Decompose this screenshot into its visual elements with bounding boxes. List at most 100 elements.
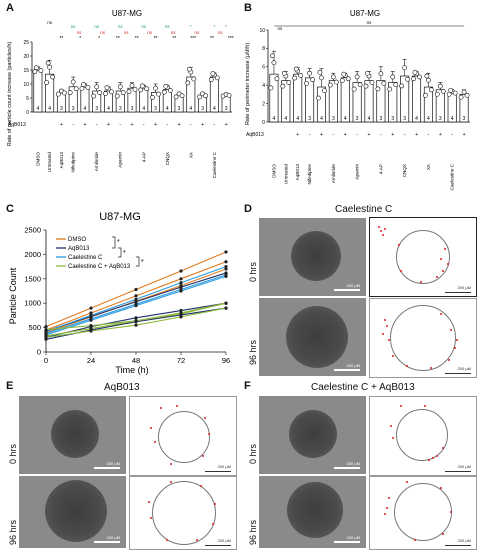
series-point: [89, 313, 93, 317]
data-point: [322, 88, 327, 94]
category-label: 4-AP: [378, 164, 383, 174]
n-label: 3: [95, 106, 98, 112]
legend-sig-2: *: [123, 250, 126, 257]
treatment-sign: +: [320, 132, 323, 138]
n-label: 3: [201, 106, 204, 112]
panel-e-outline-scale-96h: 200 µM: [217, 538, 231, 543]
legend-dmso: DMSO: [68, 237, 86, 243]
y-tick-label: 25: [23, 40, 29, 46]
panel-a-title: U87-MG: [112, 9, 142, 18]
panel-b-title: U87-MG: [350, 9, 380, 18]
data-point: [429, 87, 434, 93]
data-point: [70, 79, 76, 85]
data-point: [153, 85, 158, 91]
data-point: [173, 94, 179, 100]
data-point: [286, 80, 292, 85]
category-label: DMSO: [35, 152, 40, 166]
data-point: [185, 80, 191, 86]
panel-f-outline-96h: 200 µM: [369, 476, 477, 550]
panel-e-row-0: 0 hrs: [8, 443, 18, 464]
data-point: [307, 70, 312, 76]
data-point: [310, 77, 315, 83]
series-point: [134, 304, 138, 308]
y-tick-label: 0: [26, 110, 29, 116]
panel-f-micrograph-96h: 200 µM: [259, 476, 366, 548]
data-point: [281, 70, 287, 76]
panel-c-legend: DMSO AqB013 Caelestine C Caelestine C + …: [56, 236, 144, 270]
data-point: [381, 80, 387, 86]
data-point: [411, 76, 416, 82]
n-label: 3: [178, 106, 181, 112]
treatment-sign: -: [356, 132, 358, 138]
panel-d-outline-scale-96h: 200 µM: [457, 366, 471, 371]
y-tick-label: 10: [259, 28, 265, 34]
legend-sig-1: *: [117, 239, 120, 246]
category-label: Apamin: [118, 152, 123, 168]
sig-mid: ns: [77, 30, 83, 35]
series-point: [89, 329, 93, 333]
data-point: [56, 91, 61, 97]
sig-top: ns: [141, 24, 147, 29]
treatment-sign: +: [391, 132, 394, 138]
data-point: [417, 74, 422, 80]
data-point: [50, 74, 56, 80]
panel-e-micrograph-0h: 200 µM: [19, 396, 126, 474]
sig-mid: ns: [194, 30, 200, 35]
series-point: [179, 277, 183, 281]
data-point: [197, 94, 202, 100]
series-point: [179, 285, 183, 289]
data-point: [390, 74, 396, 80]
y-tick-label: 5: [26, 96, 29, 102]
n-label: 3: [463, 116, 466, 122]
y-tick-label: 15: [23, 68, 29, 74]
data-point: [387, 86, 393, 92]
category-label: CNQX: [165, 152, 170, 165]
panel-f-title: Caelestine C + AqB013: [311, 382, 415, 393]
sig-top: ns: [71, 24, 77, 29]
n-label: 4: [415, 116, 418, 122]
data-point: [327, 82, 333, 88]
legend-combo: Caelestine C + AqB013: [68, 264, 131, 270]
panel-a-ylabel: Rate of particle count increase (particl…: [7, 42, 13, 147]
panel-e-micrograph-96h: 200 µM: [19, 476, 126, 548]
data-point: [167, 88, 173, 93]
data-point: [271, 60, 277, 66]
panel-d-scale-96h: 200 µM: [346, 363, 360, 368]
panel-c-ylabel: Particle Count: [8, 267, 18, 324]
n-label: 3: [308, 116, 311, 122]
data-point: [354, 74, 360, 80]
series-point: [44, 325, 48, 329]
category-label: Amiloride: [331, 164, 336, 184]
y-tick-label: 1500: [24, 274, 41, 283]
y-tick-label: 0: [37, 348, 41, 357]
category-label: Amiloride: [94, 152, 99, 172]
sig-top: *: [213, 24, 215, 29]
panel-f-row-0: 0 hrs: [248, 443, 258, 464]
data-point: [402, 65, 408, 71]
panel-e-row-1: 96 hrs: [8, 519, 18, 545]
data-point: [103, 91, 108, 96]
sig-low: *: [98, 36, 100, 42]
treatment-sign: -: [404, 132, 406, 138]
n-label: 3: [439, 116, 442, 122]
panel-f-scale-0h: 200 µM: [346, 461, 360, 466]
series-point: [179, 315, 183, 319]
treatment-sign: +: [344, 132, 347, 138]
data-point: [426, 77, 431, 83]
data-point: [293, 66, 299, 72]
series-point: [224, 267, 228, 271]
data-point: [109, 89, 114, 95]
data-point: [330, 74, 336, 80]
y-tick-label: 1000: [24, 299, 41, 308]
series-point: [224, 306, 228, 310]
n-label: 3: [119, 106, 122, 112]
data-point: [345, 76, 351, 82]
n-label: 3: [379, 116, 382, 122]
data-point: [91, 93, 97, 99]
panel-d-row-1: 96 hrs: [248, 339, 258, 365]
treatment-sign: +: [439, 132, 442, 138]
data-point: [434, 91, 440, 97]
n-label: 4: [427, 116, 430, 122]
category-label: Caelestine C: [212, 151, 217, 178]
treatment-sign: -: [72, 122, 74, 128]
